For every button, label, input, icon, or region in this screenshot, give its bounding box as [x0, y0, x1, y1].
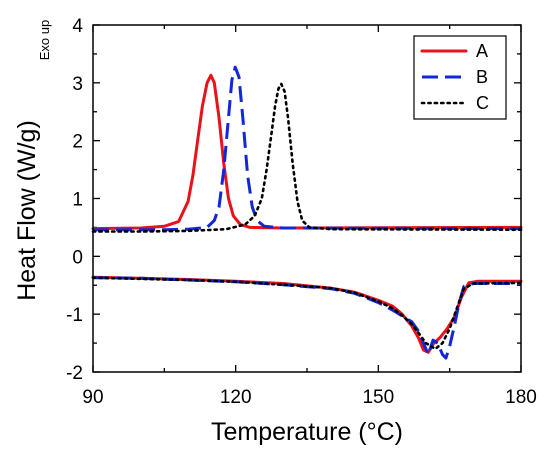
- series-layer: [91, 65, 523, 360]
- legend-label-c: C: [476, 93, 489, 113]
- y-tick-label: -2: [66, 363, 83, 384]
- series-c-upper-curve: [91, 82, 523, 233]
- y-tick-label: 2: [72, 132, 83, 153]
- y-axis-title: Heat Flow (W/g): [13, 120, 41, 301]
- x-axis-title: Temperature (°C): [211, 418, 403, 446]
- y-tick-label: 4: [72, 16, 83, 37]
- x-tick-label: 120: [220, 387, 252, 408]
- series-c-lower-curve: [91, 276, 523, 351]
- x-tick-label: 150: [362, 387, 394, 408]
- legend: ABC: [413, 35, 507, 120]
- y-tick-label: 0: [72, 247, 83, 268]
- x-tick-label: 90: [82, 387, 103, 408]
- y-axis-note: Exo up: [37, 20, 52, 60]
- legend-label-b: B: [476, 67, 488, 87]
- plot-frame: [92, 24, 522, 373]
- x-tick-label: 180: [505, 387, 537, 408]
- y-tick-label: 1: [72, 190, 83, 211]
- y-tick-label: -1: [66, 305, 83, 326]
- series-b-lower-curve: [92, 276, 521, 360]
- legend-label-a: A: [476, 41, 488, 61]
- y-tick-label: 3: [72, 74, 83, 95]
